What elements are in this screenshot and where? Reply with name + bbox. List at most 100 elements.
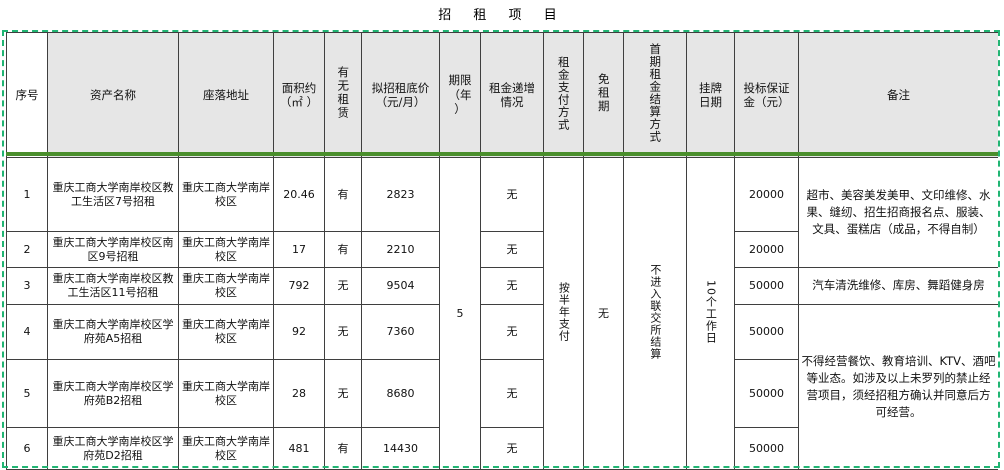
cell-area: 20.46: [273, 157, 325, 232]
cell-no: 2: [6, 231, 48, 268]
cell-no: 6: [6, 427, 48, 470]
cell-price: 7360: [361, 304, 440, 360]
cell-free-period: 无: [583, 157, 624, 470]
listing-table: 序号 资产名称 座落地址 面积约 （㎡ ） 有无租赁 拟招租底价 （元/月） 期…: [6, 32, 998, 470]
cell-has-lease: 无: [324, 359, 362, 428]
table-header-row: 序号 资产名称 座落地址 面积约 （㎡ ） 有无租赁 拟招租底价 （元/月） 期…: [6, 32, 998, 158]
cell-deposit: 20000: [734, 157, 799, 232]
header-listing-date-line1: 挂牌: [699, 80, 722, 95]
cell-address: 重庆工商大学南岸校区: [178, 427, 274, 470]
cell-remark: 超市、美容美发美甲、文印维修、水果、缝纫、招生招商报名点、服装、文具、蛋糕店（成…: [798, 157, 998, 268]
header-free-period-text: 免租期: [596, 73, 611, 114]
table-row[interactable]: 4 重庆工商大学南岸校区学府苑A5招租 重庆工商大学南岸校区 92 无 7360…: [6, 304, 998, 470]
header-payment-text: 租金支付方式: [556, 55, 571, 131]
header-term-line1: 期限: [448, 73, 472, 88]
cell-address: 重庆工商大学南岸校区: [178, 267, 274, 305]
header-cell-has-lease: 有无租赁: [324, 32, 362, 158]
cell-increase: 无: [480, 359, 544, 428]
cell-price: 8680: [361, 359, 440, 428]
cell-asset-name: 重庆工商大学南岸校区南区9号招租: [47, 231, 179, 268]
cell-area: 28: [273, 359, 325, 428]
cell-area: 92: [273, 304, 325, 360]
header-area-line1: 面积约: [281, 80, 317, 95]
cell-remark: 不得经营餐饮、教育培训、KTV、酒吧等业态。如涉及以上未罗列的禁止经营项目，须经…: [798, 304, 998, 470]
cell-asset-name: 重庆工商大学南岸校区学府苑D2招租: [47, 427, 179, 470]
cell-asset-name: 重庆工商大学南岸校区学府苑B2招租: [47, 359, 179, 428]
cell-has-lease: 有: [324, 427, 362, 470]
cell-no: 1: [6, 157, 48, 232]
cell-payment-method-text: 按半年支付: [557, 281, 571, 342]
cell-asset-name: 重庆工商大学南岸校区教工生活区7号招租: [47, 157, 179, 232]
table-row[interactable]: 2 重庆工商大学南岸校区南区9号招租 重庆工商大学南岸校区 17 有 2210 …: [6, 231, 999, 268]
cell-increase: 无: [480, 231, 544, 268]
header-price-line1: 拟招租底价: [371, 80, 430, 95]
cell-no: 5: [6, 359, 48, 428]
header-increase-line2: 情况: [500, 95, 524, 109]
header-cell-price: 拟招租底价 （元/月）: [361, 32, 440, 158]
header-has-lease-text: 有无租赁: [336, 66, 351, 121]
header-cell-free-period: 免租期: [583, 32, 624, 158]
header-area-line2: （㎡ ）: [279, 95, 319, 109]
cell-increase: 无: [480, 427, 544, 470]
header-term-line3: ）: [454, 102, 466, 117]
header-deposit-line2: 金（元）: [743, 95, 790, 109]
header-cell-term: 期限 （年 ）: [439, 32, 481, 158]
cell-has-lease: 无: [324, 304, 362, 360]
cell-price: 14430: [361, 427, 440, 470]
header-deposit-line1: 投标保证: [743, 80, 790, 95]
cell-address: 重庆工商大学南岸校区: [178, 231, 274, 268]
table-row[interactable]: 1 重庆工商大学南岸校区教工生活区7号招租 重庆工商大学南岸校区 20.46 有…: [6, 157, 998, 470]
cell-term-years: 5: [439, 157, 481, 470]
cell-address: 重庆工商大学南岸校区: [178, 359, 274, 428]
header-increase-line1: 租金递增: [489, 80, 535, 95]
header-cell-no: 序号: [6, 32, 48, 158]
cell-asset-name: 重庆工商大学南岸校区学府苑A5招租: [47, 304, 179, 360]
cell-price: 9504: [361, 267, 440, 305]
cell-deposit: 50000: [734, 359, 799, 428]
cell-first-settlement: 不进入联交所结算: [623, 157, 687, 470]
cell-has-lease: 有: [324, 157, 362, 232]
header-separator-rule: [6, 152, 998, 156]
cell-remark: 汽车清洗维修、库房、舞蹈健身房: [798, 267, 998, 305]
header-cell-increase: 租金递增 情况: [480, 32, 544, 158]
header-cell-area: 面积约 （㎡ ）: [273, 32, 325, 158]
cell-increase: 无: [480, 304, 544, 360]
header-cell-deposit: 投标保证 金（元）: [734, 32, 799, 158]
cell-increase: 无: [480, 157, 544, 232]
cell-address: 重庆工商大学南岸校区: [178, 304, 274, 360]
cell-deposit: 50000: [734, 427, 799, 470]
cell-area: 481: [273, 427, 325, 470]
cell-no: 4: [6, 304, 48, 360]
header-cell-asset-name: 资产名称: [47, 32, 179, 158]
cell-deposit: 50000: [734, 267, 799, 305]
cell-listing-date: 10个工作日: [686, 157, 735, 470]
table-row[interactable]: 3 重庆工商大学南岸校区教工生活区11号招租 重庆工商大学南岸校区 792 无 …: [6, 267, 998, 305]
cell-deposit: 50000: [734, 304, 799, 360]
table-row[interactable]: 6 重庆工商大学南岸校区学府苑D2招租 重庆工商大学南岸校区 481 有 144…: [6, 427, 999, 470]
cell-has-lease: 无: [324, 267, 362, 305]
header-cell-first-settlement: 首期租金结算方式: [623, 32, 687, 158]
header-cell-listing-date: 挂牌 日期: [686, 32, 735, 158]
cell-listing-date-text: 10个工作日: [704, 279, 718, 344]
header-cell-remark: 备注: [798, 32, 998, 158]
cell-payment-method: 按半年支付: [543, 157, 584, 470]
cell-no: 3: [6, 267, 48, 305]
listing-table-container[interactable]: 序号 资产名称 座落地址 面积约 （㎡ ） 有无租赁 拟招租底价 （元/月） 期…: [6, 32, 998, 470]
header-listing-date-line2: 日期: [699, 95, 722, 109]
cell-increase: 无: [480, 267, 544, 305]
cell-area: 17: [273, 231, 325, 268]
cell-price: 2210: [361, 231, 440, 268]
cell-asset-name: 重庆工商大学南岸校区教工生活区11号招租: [47, 267, 179, 305]
cell-deposit: 20000: [734, 231, 799, 268]
header-cell-payment: 租金支付方式: [543, 32, 584, 158]
header-first-settlement-text: 首期租金结算方式: [648, 43, 663, 144]
header-term-line2: （年: [448, 87, 472, 102]
table-row[interactable]: 5 重庆工商大学南岸校区学府苑B2招租 重庆工商大学南岸校区 28 无 8680…: [6, 359, 999, 428]
header-price-line2: （元/月）: [375, 95, 426, 109]
page-title: 招 租 项 目: [438, 8, 566, 23]
cell-area: 792: [273, 267, 325, 305]
cell-price: 2823: [361, 157, 440, 232]
header-cell-address: 座落地址: [178, 32, 274, 158]
cell-address: 重庆工商大学南岸校区: [178, 157, 274, 232]
